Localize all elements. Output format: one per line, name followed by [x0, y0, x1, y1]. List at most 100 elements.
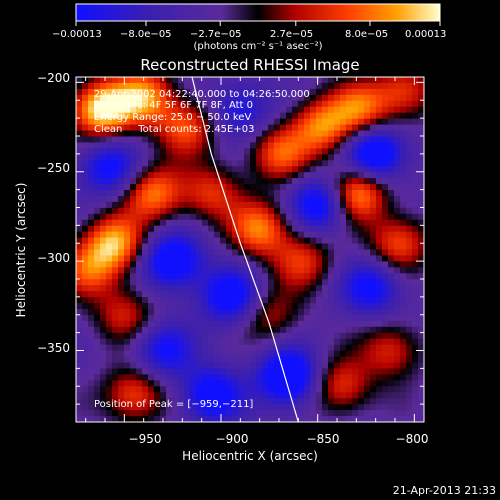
- heatmap-cell: [190, 154, 197, 161]
- heatmap-cell: [100, 279, 107, 286]
- heatmap-cell: [304, 184, 311, 191]
- heatmap-cell: [214, 410, 221, 417]
- heatmap-cell: [112, 386, 119, 393]
- heatmap-cell: [154, 261, 161, 268]
- heatmap-cell: [124, 148, 131, 155]
- heatmap-cell: [118, 106, 125, 114]
- heatmap-cell: [394, 320, 401, 328]
- heatmap-cell: [166, 314, 173, 322]
- heatmap-cell: [178, 308, 185, 316]
- heatmap-cell: [94, 303, 101, 310]
- heatmap-cell: [232, 314, 239, 322]
- heatmap-cell: [418, 362, 424, 370]
- heatmap-cell: [418, 106, 424, 114]
- heatmap-cell: [190, 160, 197, 167]
- heatmap-cell: [82, 190, 89, 197]
- heatmap-cell: [346, 178, 353, 185]
- heatmap-cell: [310, 279, 317, 286]
- heatmap-cell: [208, 374, 215, 381]
- heatmap-cell: [208, 303, 215, 310]
- heatmap-cell: [184, 88, 191, 96]
- heatmap-cell: [172, 124, 179, 132]
- heatmap-cell: [352, 368, 359, 376]
- heatmap-cell: [184, 237, 191, 245]
- heatmap-cell: [412, 332, 419, 340]
- heatmap-cell: [130, 374, 137, 381]
- heatmap-cell: [214, 374, 221, 381]
- heatmap-cell: [166, 410, 173, 417]
- heatmap-cell: [250, 190, 257, 197]
- heatmap-cell: [292, 201, 299, 209]
- heatmap-cell: [118, 142, 125, 149]
- heatmap-cell: [394, 273, 401, 280]
- heatmap-cell: [304, 303, 311, 310]
- heatmap-cell: [310, 207, 317, 215]
- heatmap-cell: [100, 130, 107, 138]
- heatmap-cell: [226, 344, 233, 352]
- heatmap-cell: [382, 112, 389, 120]
- heatmap-cell: [418, 368, 424, 376]
- heatmap-cell: [310, 362, 317, 370]
- heatmap-cell: [394, 225, 401, 233]
- heatmap-cell: [340, 184, 347, 191]
- heatmap-cell: [94, 332, 101, 340]
- heatmap-cell: [118, 308, 125, 316]
- heatmap-cell: [394, 184, 401, 191]
- heatmap-cell: [94, 136, 101, 144]
- heatmap-cell: [370, 416, 377, 422]
- heatmap-cell: [382, 148, 389, 155]
- heatmap-cell: [388, 243, 395, 251]
- heatmap-cell: [232, 410, 239, 417]
- heatmap-cell: [166, 172, 173, 179]
- heatmap-cell: [106, 148, 113, 155]
- heatmap-cell: [124, 368, 131, 376]
- heatmap-cell: [364, 356, 371, 364]
- heatmap-cell: [298, 398, 305, 405]
- heatmap-cell: [124, 267, 131, 274]
- heatmap-cell: [220, 273, 227, 280]
- heatmap-cell: [388, 350, 395, 358]
- heatmap-cell: [124, 386, 131, 393]
- heatmap-cell: [130, 166, 137, 173]
- heatmap-cell: [166, 118, 173, 126]
- heatmap-cell: [280, 82, 287, 90]
- heatmap-cell: [112, 136, 119, 144]
- heatmap-cell: [340, 118, 347, 126]
- heatmap-cell: [100, 386, 107, 393]
- heatmap-cell: [100, 166, 107, 173]
- heatmap-cell: [304, 243, 311, 251]
- heatmap-cell: [376, 219, 383, 227]
- heatmap-cell: [94, 249, 101, 257]
- heatmap-cell: [352, 178, 359, 185]
- heatmap-cell: [196, 201, 203, 209]
- heatmap-cell: [190, 213, 197, 221]
- heatmap-cell: [286, 350, 293, 358]
- heatmap-cell: [268, 398, 275, 405]
- heatmap-cell: [250, 136, 257, 144]
- heatmap-cell: [382, 207, 389, 215]
- heatmap-cell: [130, 77, 137, 84]
- heatmap-cell: [202, 219, 209, 227]
- heatmap-cell: [88, 172, 95, 179]
- heatmap-cell: [316, 154, 323, 161]
- heatmap-cell: [316, 362, 323, 370]
- heatmap-cell: [130, 100, 137, 108]
- heatmap-cell: [328, 410, 335, 417]
- heatmap-cell: [400, 219, 407, 227]
- heatmap-cell: [142, 279, 149, 286]
- heatmap-cell: [112, 166, 119, 173]
- heatmap-cell: [400, 404, 407, 411]
- heatmap-cell: [136, 308, 143, 316]
- heatmap-cell: [346, 362, 353, 370]
- heatmap-cell: [202, 207, 209, 215]
- heatmap-cell: [148, 255, 155, 262]
- heatmap-cell: [226, 350, 233, 358]
- heatmap-cell: [202, 225, 209, 233]
- heatmap-cell: [256, 368, 263, 376]
- heatmap-cell: [244, 326, 251, 334]
- heatmap-cell: [190, 344, 197, 352]
- heatmap-cell: [388, 166, 395, 173]
- heatmap-cell: [142, 368, 149, 376]
- heatmap-cell: [100, 88, 107, 96]
- heatmap-cell: [190, 261, 197, 268]
